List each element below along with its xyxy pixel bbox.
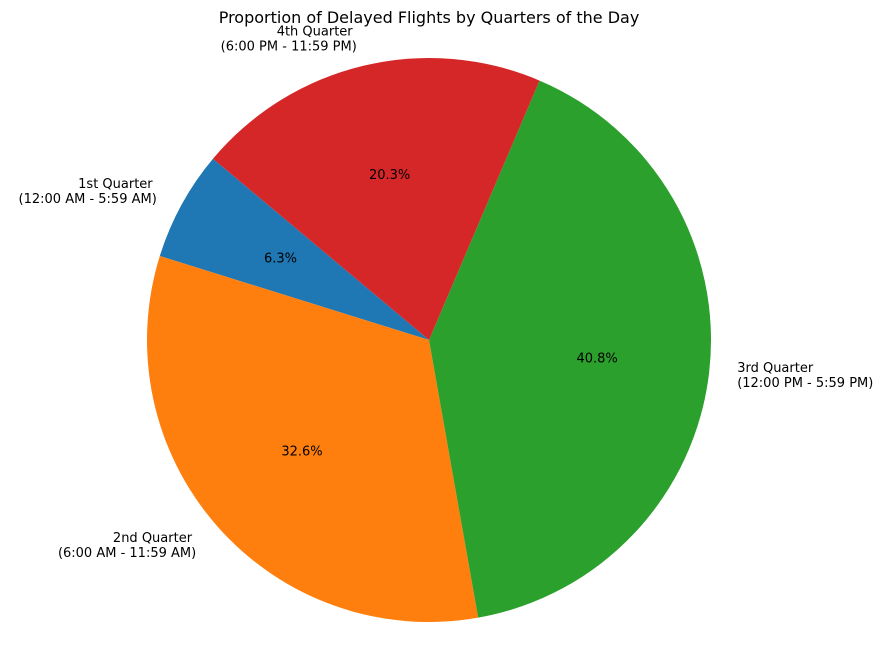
pct-label-4th-quarter: 20.3% (369, 168, 410, 183)
slice-label-1st-quarter: 1st Quarter (12:00 AM - 5:59 AM) (19, 177, 157, 207)
percentage-labels: 6.3% 32.6% 40.8% 20.3% (264, 168, 618, 459)
pie-slice-2nd-quarter (147, 256, 479, 622)
pct-label-1st-quarter: 6.3% (264, 251, 297, 266)
chart-title: Proportion of Delayed Flights by Quarter… (219, 8, 640, 27)
pie-slices (147, 57, 712, 622)
slice-label-3rd-quarter-range: (12:00 PM - 5:59 PM) (737, 376, 873, 391)
slice-label-1st-quarter-name: 1st Quarter (78, 177, 153, 192)
pie-slice-4th-quarter (212, 57, 540, 340)
slice-label-4th-quarter-range: (6:00 PM - 11:59 PM) (221, 39, 357, 54)
pie-slice-1st-quarter (159, 158, 430, 340)
slice-label-2nd-quarter-range: (6:00 AM - 11:59 AM) (58, 546, 196, 561)
slice-label-2nd-quarter: 2nd Quarter (6:00 AM - 11:59 AM) (58, 531, 196, 561)
pct-label-3rd-quarter: 40.8% (576, 352, 617, 367)
slice-label-4th-quarter: 4th Quarter (6:00 PM - 11:59 PM) (221, 24, 357, 54)
slice-labels: 1st Quarter (12:00 AM - 5:59 AM) 2nd Qua… (19, 24, 874, 561)
slice-label-1st-quarter-range: (12:00 AM - 5:59 AM) (19, 192, 157, 207)
slice-label-2nd-quarter-name: 2nd Quarter (113, 531, 193, 546)
slice-label-4th-quarter-name: 4th Quarter (277, 24, 354, 39)
slice-label-3rd-quarter: 3rd Quarter (12:00 PM - 5:59 PM) (737, 361, 873, 391)
pct-label-2nd-quarter: 32.6% (281, 444, 322, 459)
pie-slice-3rd-quarter (429, 80, 712, 618)
slice-label-3rd-quarter-name: 3rd Quarter (737, 361, 814, 376)
